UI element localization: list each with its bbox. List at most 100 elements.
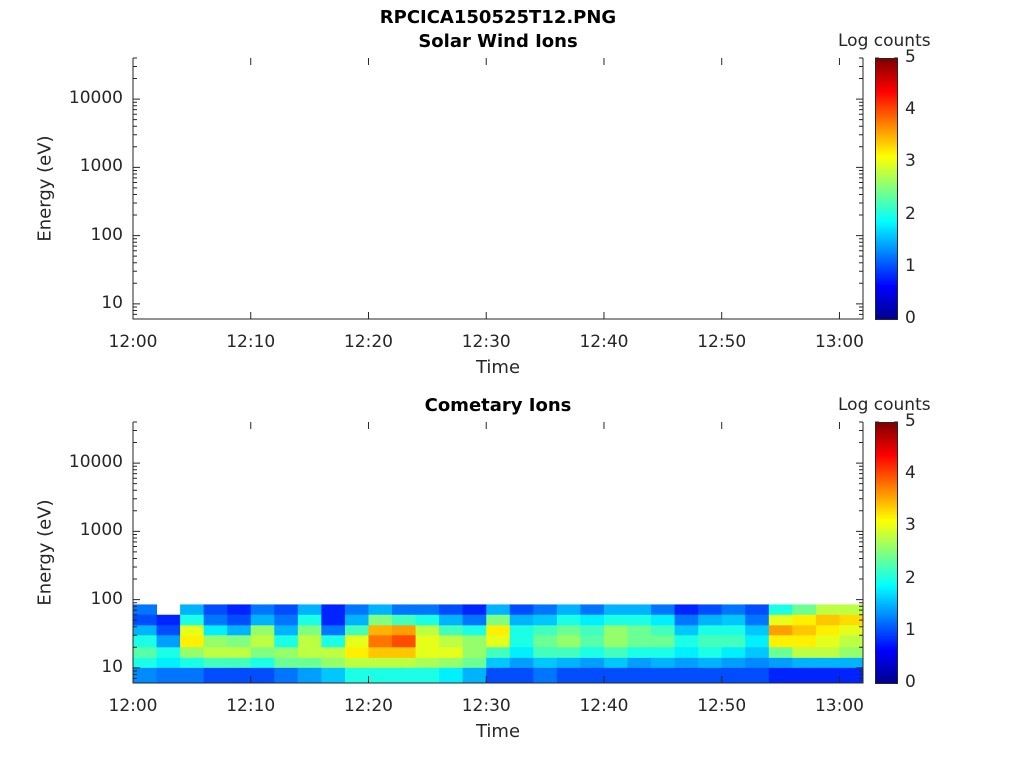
x-tick-label: 12:50 xyxy=(697,696,747,716)
heatmap-cell xyxy=(698,614,723,626)
heatmap-cell xyxy=(462,614,487,626)
heatmap-cell xyxy=(768,614,793,626)
heatmap-cell xyxy=(721,657,746,669)
heatmap-cell xyxy=(792,635,817,648)
heatmap-cell xyxy=(721,604,746,616)
heatmap-cell xyxy=(439,625,464,636)
heatmap-cell xyxy=(556,635,581,648)
heatmap-cell xyxy=(745,604,770,616)
heatmap-cell xyxy=(674,647,699,659)
heatmap-cell xyxy=(368,647,393,659)
heatmap-cell xyxy=(580,625,605,636)
figure-title: RPCICA150525T12.PNG xyxy=(379,7,617,28)
heatmap-cell xyxy=(344,667,369,684)
heatmap-cell xyxy=(297,635,322,648)
heatmap-cell xyxy=(203,647,228,659)
heatmap-cell xyxy=(203,657,228,669)
heatmap-cell xyxy=(533,635,558,648)
heatmap-cell xyxy=(462,635,487,648)
heatmap-cell xyxy=(321,635,346,648)
panel-title: Solar Wind Ions xyxy=(418,31,578,52)
heatmap-cell xyxy=(274,667,299,684)
heatmap-cell xyxy=(815,625,840,636)
heatmap-cell xyxy=(227,657,252,669)
heatmap-cell xyxy=(180,635,205,648)
heatmap-cell xyxy=(439,647,464,659)
heatmap-cell xyxy=(297,657,322,669)
heatmap-cell xyxy=(745,647,770,659)
heatmap-cell xyxy=(580,614,605,626)
heatmap-cell xyxy=(674,657,699,669)
heatmap-cell xyxy=(156,635,181,648)
heatmap-cell xyxy=(133,604,158,616)
heatmap-cell xyxy=(415,614,440,626)
heatmap-cell xyxy=(651,647,676,659)
colorbar-tick-label: 5 xyxy=(905,47,916,67)
heatmap-cell xyxy=(392,625,417,636)
heatmap-cell xyxy=(439,604,464,616)
heatmap-cell xyxy=(651,625,676,636)
heatmap-cell xyxy=(509,625,534,636)
y-tick-label: 1000 xyxy=(79,156,123,177)
heatmap-cell xyxy=(627,657,652,669)
y-tick-label: 10 xyxy=(101,292,123,313)
heatmap-cell xyxy=(674,604,699,616)
heatmap-cell xyxy=(509,614,534,626)
heatmap-cell xyxy=(839,657,864,669)
heatmap-cell xyxy=(721,647,746,659)
heatmap-cell xyxy=(815,657,840,669)
heatmap-cell xyxy=(603,625,629,636)
heatmap-cell xyxy=(698,647,723,659)
heatmap-cell xyxy=(815,614,840,626)
heatmap-cell xyxy=(274,647,299,659)
x-axis-label: Time xyxy=(475,721,521,742)
heatmap-cell xyxy=(156,667,181,684)
heatmap-cell xyxy=(486,614,511,626)
x-tick-label: 12:00 xyxy=(108,332,158,352)
colorbar xyxy=(875,58,898,320)
colorbar-label: Log counts xyxy=(838,31,931,51)
heatmap-cell xyxy=(556,614,581,626)
heatmap-cell xyxy=(533,614,558,626)
heatmap-cell xyxy=(533,604,558,616)
heatmap-cell xyxy=(203,667,228,684)
heatmap-cell xyxy=(203,635,228,648)
heatmap-cell xyxy=(651,667,676,684)
y-tick-label: 100 xyxy=(90,588,123,609)
heatmap-cell xyxy=(462,657,487,669)
heatmap-cell xyxy=(792,657,817,669)
heatmap-cell xyxy=(651,635,676,648)
heatmap-cell xyxy=(180,647,205,659)
heatmap-cell xyxy=(250,647,275,659)
heatmap-cell xyxy=(556,657,581,669)
heatmap-cell xyxy=(462,667,487,684)
heatmap-cell xyxy=(792,604,817,616)
heatmap-cell xyxy=(698,625,723,636)
heatmap-cell xyxy=(415,657,440,669)
heatmap-cell xyxy=(603,657,629,669)
heatmap-cell xyxy=(344,635,369,648)
heatmap-cell xyxy=(415,667,440,684)
heatmap-cell xyxy=(651,657,676,669)
colorbar-tick-label: 0 xyxy=(905,672,916,692)
y-tick-label: 1000 xyxy=(79,520,123,541)
heatmap-cell xyxy=(509,647,534,659)
heatmap-cell xyxy=(180,657,205,669)
heatmap-cell xyxy=(792,625,817,636)
heatmap-cell xyxy=(721,625,746,636)
heatmap-cell xyxy=(768,657,793,669)
heatmap-cell xyxy=(392,667,417,684)
heatmap-cell xyxy=(392,604,417,616)
heatmap-cell xyxy=(580,667,605,684)
heatmap-cell xyxy=(392,614,417,626)
heatmap-cell xyxy=(580,635,605,648)
colorbar-tick-label: 2 xyxy=(905,567,916,588)
heatmap-cell xyxy=(321,625,346,636)
y-tick-label: 10000 xyxy=(68,88,123,109)
heatmap-cell xyxy=(674,625,699,636)
heatmap-cell xyxy=(156,647,181,659)
x-tick-label: 12:00 xyxy=(108,696,158,716)
heatmap-cell xyxy=(250,604,275,616)
axes-frame xyxy=(132,422,864,684)
